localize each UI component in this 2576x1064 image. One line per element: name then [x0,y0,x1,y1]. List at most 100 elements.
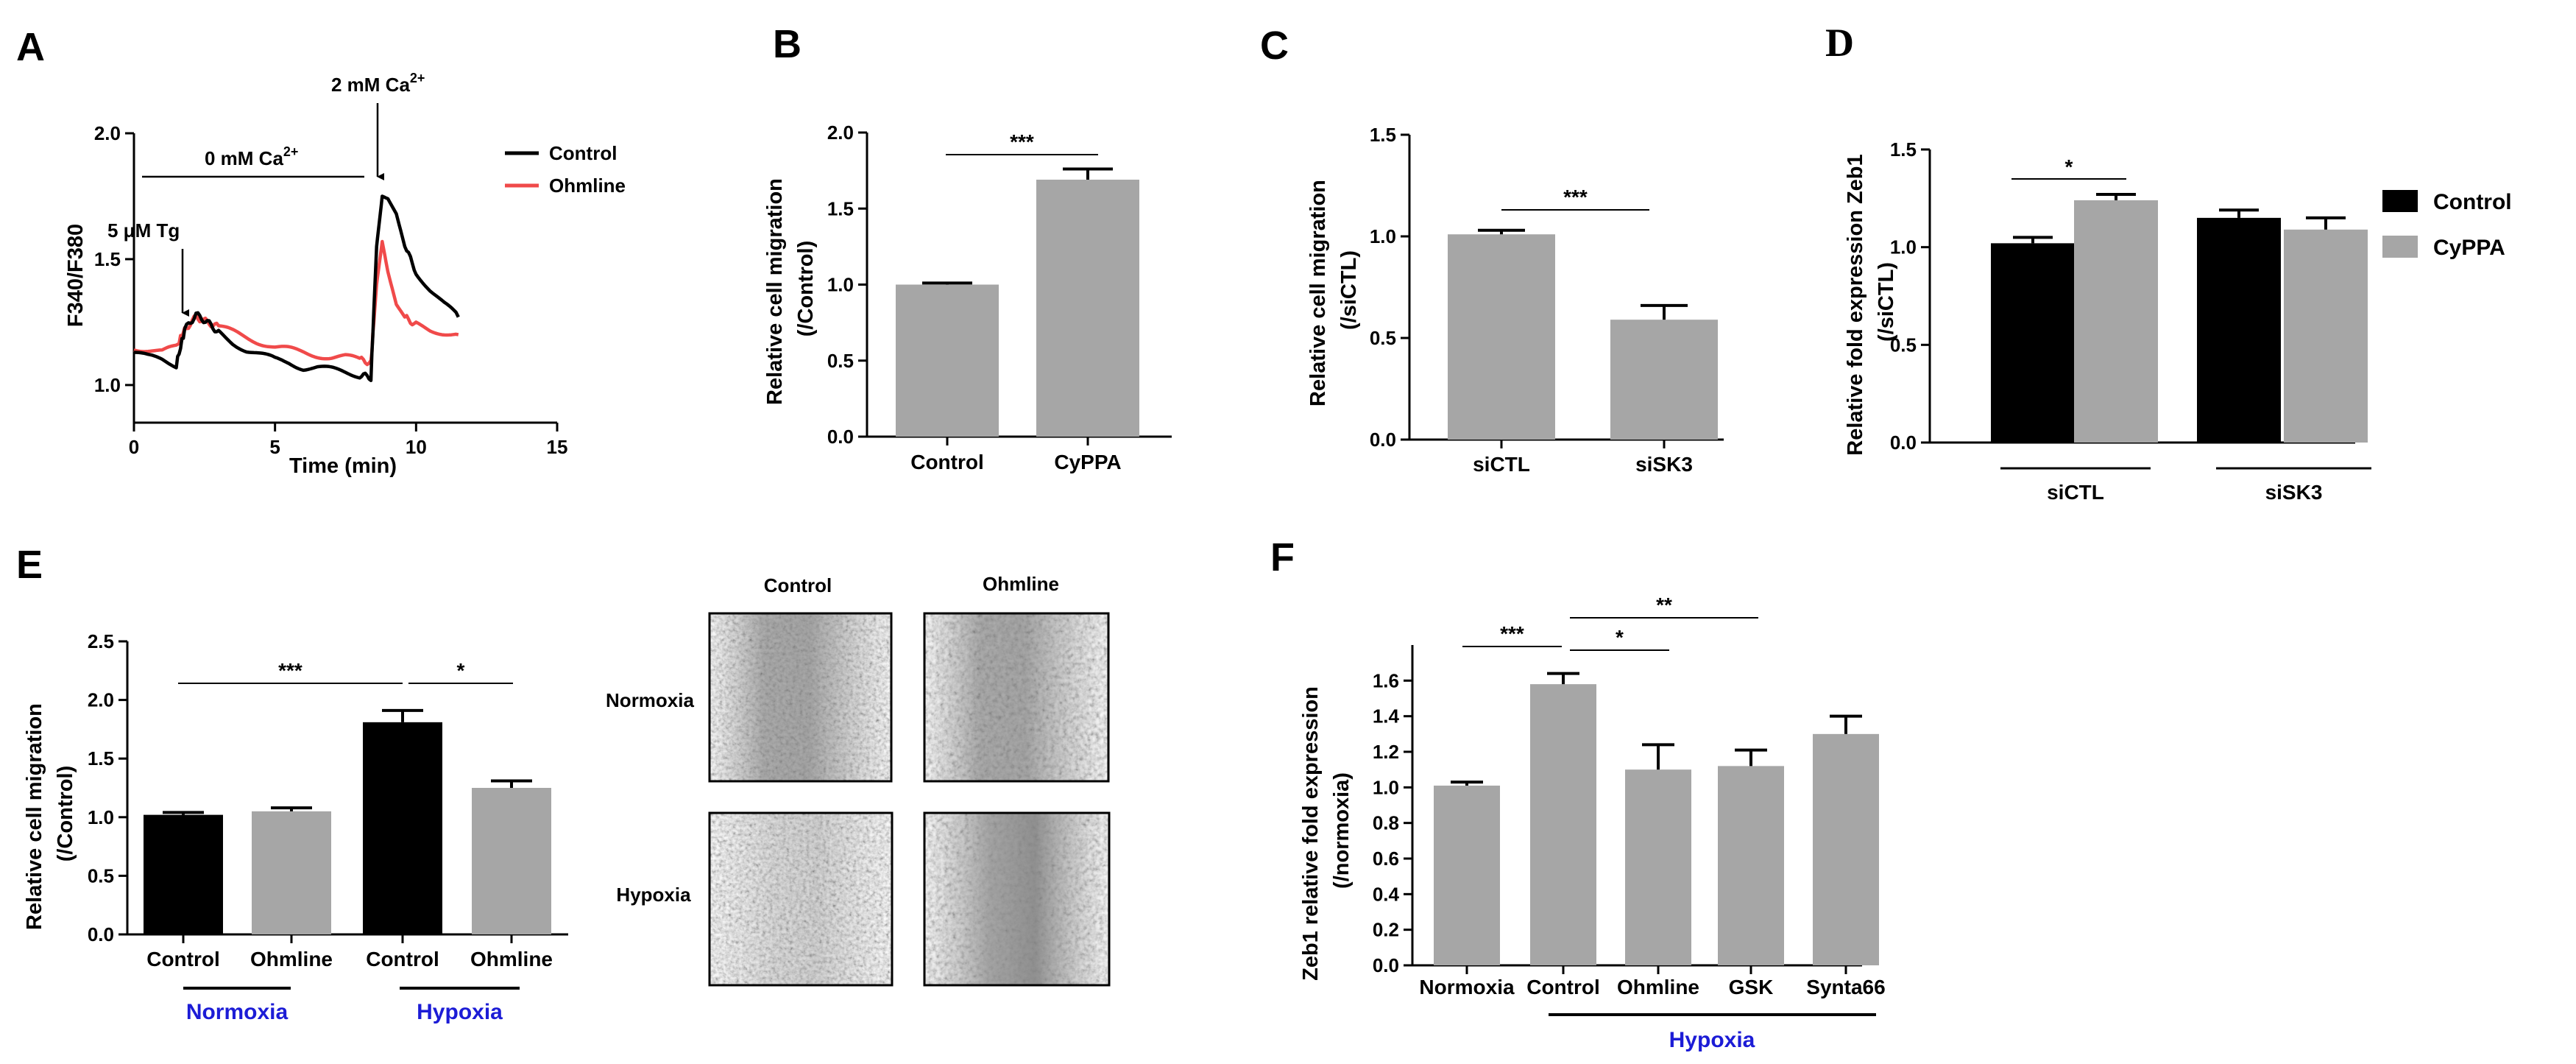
panel-e-significance-label: *** [278,659,302,682]
panel-d-grouped-bar-chart: 0.0 0.5 1.0 1.5 siCTL siSK3 * Relative fold ex… [1844,138,2512,504]
panel-e-y-tick-label: 2.5 [88,630,114,652]
panel-d-group-label: siSK3 [2265,481,2323,504]
panel-a-x-tick-label: 15 [547,436,568,458]
panel-letter-b: B [773,22,802,66]
panel-d-bar-control [2197,217,2281,443]
panel-b-y-tick-label: 0.0 [827,426,854,448]
panel-letter-a: A [16,25,45,69]
panel-c-y-tick-label: 0.0 [1370,429,1396,451]
panel-c-bar [1610,320,1718,440]
micrograph-normoxia-control [708,612,893,783]
panel-e-plot: 0.0 0.5 1.0 1.5 2.0 2.5 Control Ohmline Control O… [88,630,568,1024]
panel-b-y-tick-label: 0.5 [827,350,854,372]
panel-a-y-tick-label: 1.0 [94,374,121,396]
panel-letter-d: D [1825,21,1854,65]
panel-e-y-tick-label: 1.0 [88,806,114,828]
panel-f-x-tick-label: Control [1526,976,1600,998]
panel-e-x-tick-label: Ohmline [470,948,553,970]
panel-c-bar [1448,234,1555,440]
panel-f-x-tick-label: Ohmline [1617,976,1699,998]
panel-c-x-tick-label: siCTL [1473,453,1530,476]
panel-e-x-tick-label: Ohmline [250,948,333,970]
panel-e-y-tick-label: 2.0 [88,689,114,711]
panel-f-plot: 0.0 0.2 0.4 0.6 0.8 1.0 1.2 1.4 1.6 Normoxia Contr… [1373,593,1886,1052]
panel-d-y-tick-label: 1.0 [1890,236,1917,258]
legend-d-control-label: Control [2433,190,2512,214]
panel-d-group-label: siCTL [2047,481,2104,504]
panel-f-significance-label: *** [1500,622,1524,645]
legend-d-cyppa-label: CyPPA [2433,236,2505,260]
image-col-label-ohmline: Ohmline [983,573,1059,595]
panel-b-y-tick-label: 1.5 [827,197,854,219]
panel-f-significance-label: * [1616,626,1624,649]
panel-e-group-label: Normoxia [186,1000,289,1024]
panel-e-y-axis-label: Relative cell migration (/Control) [23,697,77,930]
image-col-label-control: Control [764,574,832,596]
panel-d-y-tick-label: 0.0 [1890,431,1917,454]
panel-d-bar-cyppa [2284,229,2368,443]
panel-f-y-axis-label: Zeb1 relative fold expression (/normoxia… [1299,680,1354,981]
panel-f-y-tick-label: 0.8 [1373,812,1399,834]
panel-c-bar-chart: 0.0 0.5 1.0 1.5 siCTL siSK3 *** Relative cell … [1306,124,1724,476]
micrograph-hypoxia-control [708,811,894,987]
panel-d-y-tick-label: 1.5 [1890,138,1917,161]
micrograph-hypoxia-ohmline [923,811,1111,987]
panel-f-x-tick-label: GSK [1729,976,1774,998]
panel-e-y-tick-label: 0.0 [88,923,114,945]
panel-e-y-tick-label: 1.5 [88,747,114,769]
panel-f-y-tick-label: 1.0 [1373,776,1399,798]
panel-e-bar [252,811,331,934]
panel-d-y-tick-label: 0.5 [1890,334,1917,356]
panel-a-series-control [133,194,460,382]
panel-f-x-tick-label: Normoxia [1419,976,1515,998]
panel-f-group-label: Hypoxia [1669,1028,1755,1052]
panel-b-y-tick-label: 2.0 [827,121,854,144]
panel-f-bar [1625,769,1691,965]
panel-a-line-chart: 1.0 1.5 2.0 0 5 10 15 F340/F380 Time (min) 0 m… [64,71,626,478]
panel-b-x-tick-label: Control [910,451,984,473]
panel-b-x-tick-label: CyPPA [1054,451,1121,473]
panel-e-significance-label: * [457,659,465,682]
panel-a-y-tick-label: 1.5 [94,248,121,270]
panel-a-x-axis-label: Time (min) [289,454,397,478]
panel-f-y-tick-label: 0.0 [1373,954,1399,976]
image-row-label-hypoxia: Hypoxia [616,884,691,906]
panel-b-bar [1036,180,1139,437]
panel-f-significance-label: ** [1656,593,1672,616]
panel-e-bar [144,814,223,934]
panel-c-plot: 0.0 0.5 1.0 1.5 siCTL siSK3 *** [1370,124,1724,476]
panel-f-y-tick-label: 1.6 [1373,669,1399,691]
panel-c-y-tick-label: 1.0 [1370,225,1396,247]
panel-letter-e: E [16,543,43,587]
image-row-label-normoxia: Normoxia [606,689,694,711]
panel-a-x-tick-label: 10 [406,436,427,458]
panel-f-y-tick-label: 0.4 [1373,883,1400,905]
panel-e-bar [363,722,442,934]
panel-c-x-tick-label: siSK3 [1635,453,1693,476]
panel-a-lines [133,194,460,382]
panel-letter-c: C [1260,24,1289,68]
panel-d-plot: 0.0 0.5 1.0 1.5 siCTL siSK3 * [1890,138,2371,504]
panel-b-bar [896,284,999,437]
panel-e-x-tick-label: Control [366,948,439,970]
panel-e-bar [472,788,551,934]
panel-d-y-axis-label: Relative fold expression Zeb1 (/siCTL) [1844,148,1898,455]
panel-e-y-tick-label: 0.5 [88,864,114,887]
panel-e-bar-chart: 0.0 0.5 1.0 1.5 2.0 2.5 Control Ohmline Control O… [23,630,568,1024]
panel-f-bar [1813,733,1879,965]
panel-f-y-tick-label: 0.2 [1373,919,1399,941]
two-ca-label: 2 mM Ca2+ [331,71,425,96]
tg-label: 5 μM Tg [107,219,180,242]
panel-c-y-tick-label: 0.5 [1370,327,1396,349]
legend-control-label: Control [549,142,617,164]
panel-c-significance-label: *** [1563,186,1588,208]
panel-d-significance-label: * [2065,155,2073,178]
panel-a-series-ohmline [133,239,459,367]
panel-letter-f: F [1270,535,1295,579]
panel-f-x-tick-label: Synta66 [1806,976,1885,998]
panel-a-y-axis-label: F340/F380 [64,224,88,327]
panel-f-y-tick-label: 0.6 [1373,848,1399,870]
zero-ca-label: 0 mM Ca2+ [205,144,298,169]
panel-a-x-tick-label: 0 [129,436,139,458]
panel-c-y-axis-label: Relative cell migration (/siCTL) [1306,174,1361,406]
